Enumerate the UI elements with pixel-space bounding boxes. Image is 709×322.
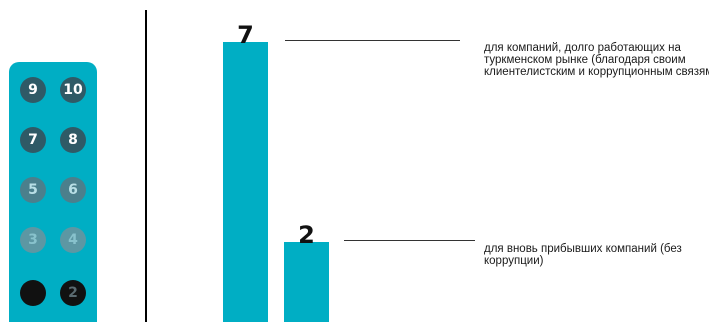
scale-dot-blank (20, 280, 46, 306)
scale-dot-5: 5 (20, 177, 46, 203)
bar-0 (223, 42, 268, 322)
annotation-new-companies: для вновь прибывших компаний (без корруп… (484, 243, 682, 267)
scale-dot-3: 3 (20, 227, 46, 253)
bar-value-label-1: 2 (298, 221, 315, 249)
scale-dot-2: 2 (60, 280, 86, 306)
scale-dot-8: 8 (60, 127, 86, 153)
score-scale-panel: 9 10 7 8 5 6 3 4 2 (9, 62, 97, 322)
annotation-long-established-companies: для компаний, долго работающих на туркме… (484, 42, 709, 78)
scale-dot-10: 10 (60, 77, 86, 103)
bar-1 (284, 242, 329, 322)
scale-dot-6: 6 (60, 177, 86, 203)
scale-dot-9: 9 (20, 77, 46, 103)
vertical-divider (145, 10, 147, 322)
scale-dot-4: 4 (60, 227, 86, 253)
scale-dot-7: 7 (20, 127, 46, 153)
bar-value-label-0: 7 (237, 21, 254, 49)
